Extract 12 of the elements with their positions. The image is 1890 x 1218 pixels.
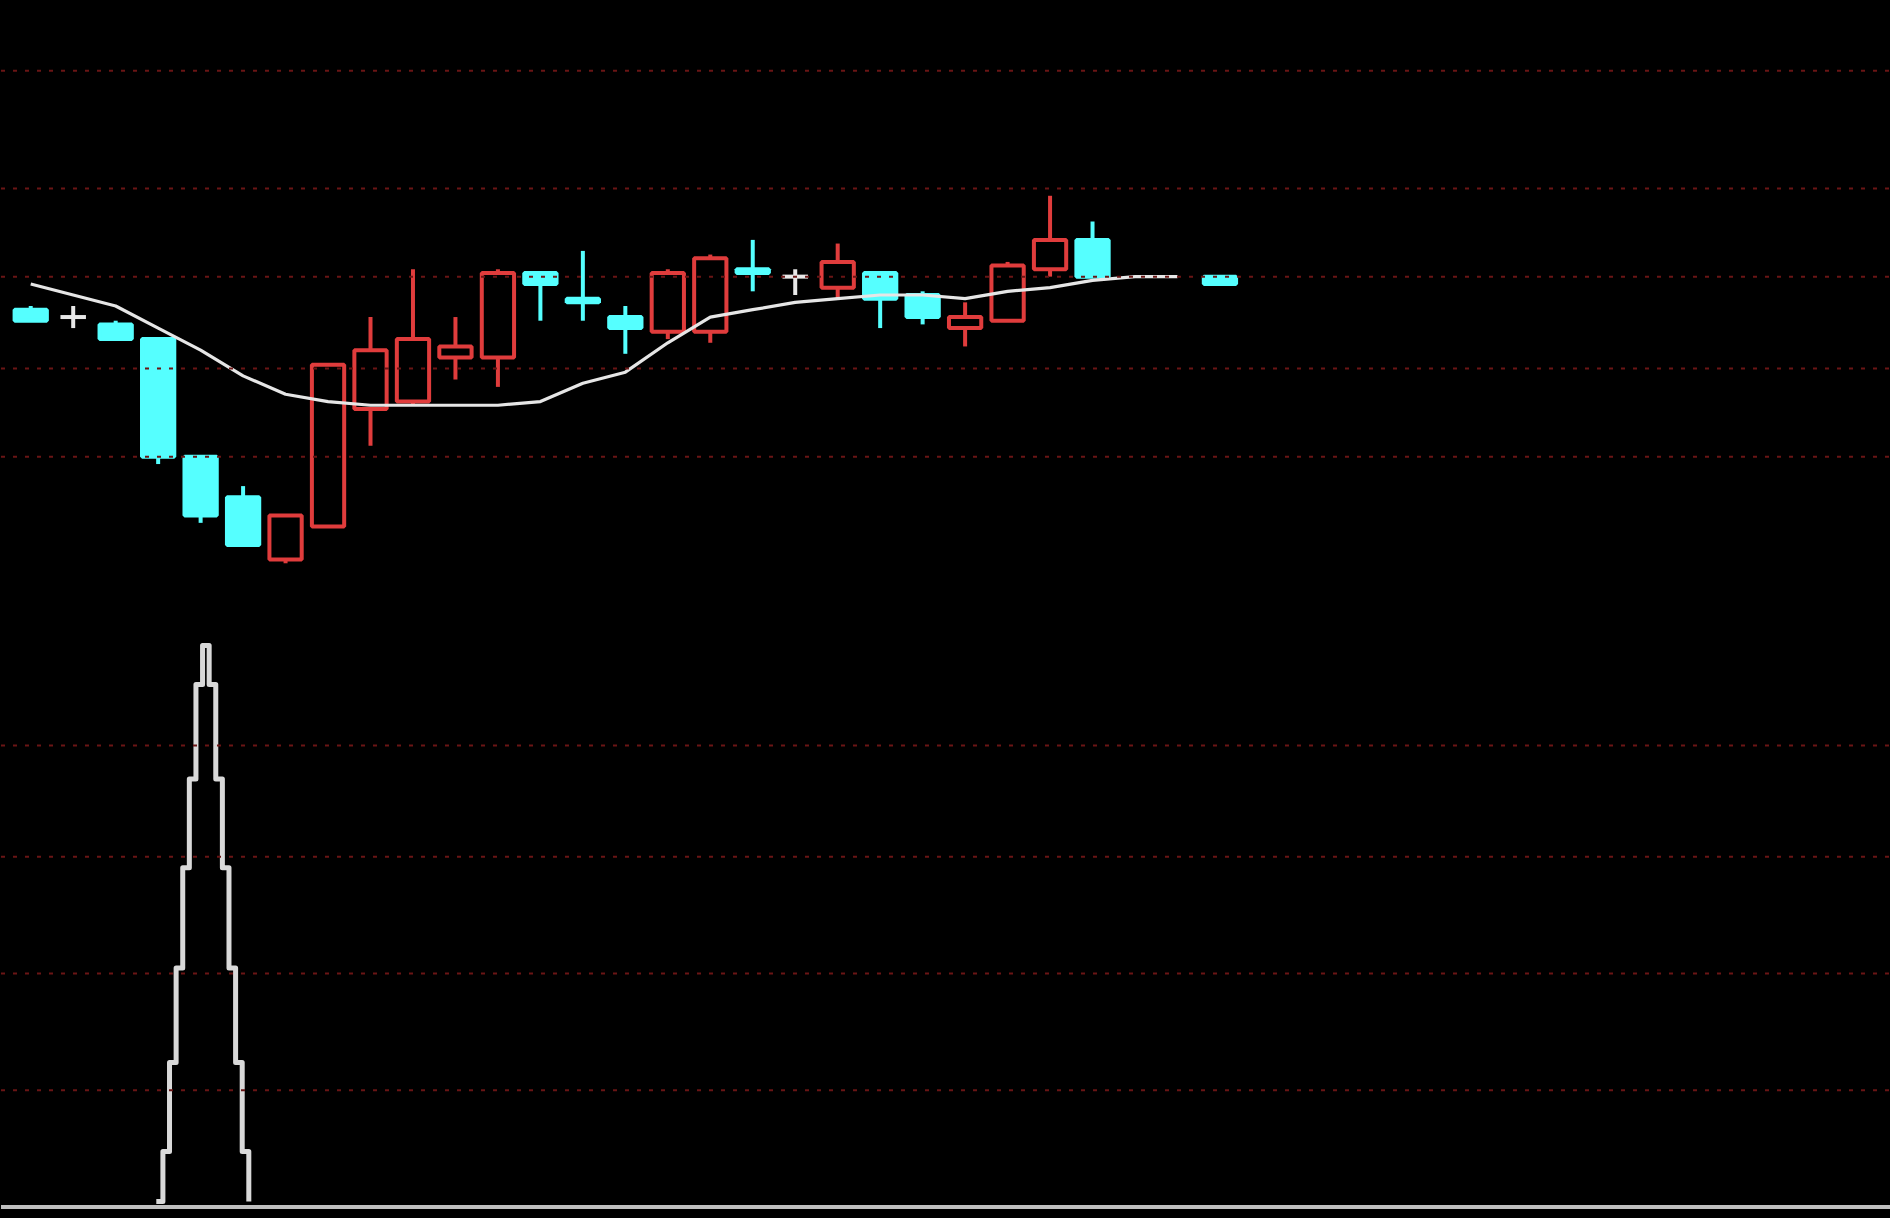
candlestick [819,241,856,301]
candlestick [522,270,559,323]
candlestick [734,237,771,294]
candlestick [946,300,984,349]
candlestick [437,315,474,382]
candlestick [224,484,262,547]
candlestick [1074,219,1111,279]
candlestick [1031,193,1069,279]
candlestick [97,318,134,342]
candlestick [607,304,644,356]
candlestick [564,248,601,323]
candlestick [267,513,304,566]
